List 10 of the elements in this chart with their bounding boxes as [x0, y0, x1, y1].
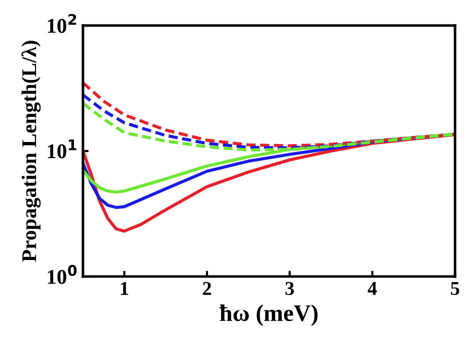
x-tick-label: 3 — [286, 282, 294, 296]
y-tick-label: 10$^{2}$ — [48, 14, 76, 33]
y-tick-label: 10$^{0}$ — [48, 264, 77, 284]
x-tick-label: 2 — [202, 282, 212, 295]
y-axis-title: Propagation Length(L/λ) — [21, 40, 41, 262]
x-tick-label: 4 — [368, 282, 377, 295]
x-axis-title: ħω (meV) — [219, 304, 318, 326]
x-tick-label: 5 — [450, 282, 460, 296]
x-tick-label: 1 — [120, 282, 128, 295]
y-tick-label: 10$^{1}$ — [48, 140, 76, 158]
